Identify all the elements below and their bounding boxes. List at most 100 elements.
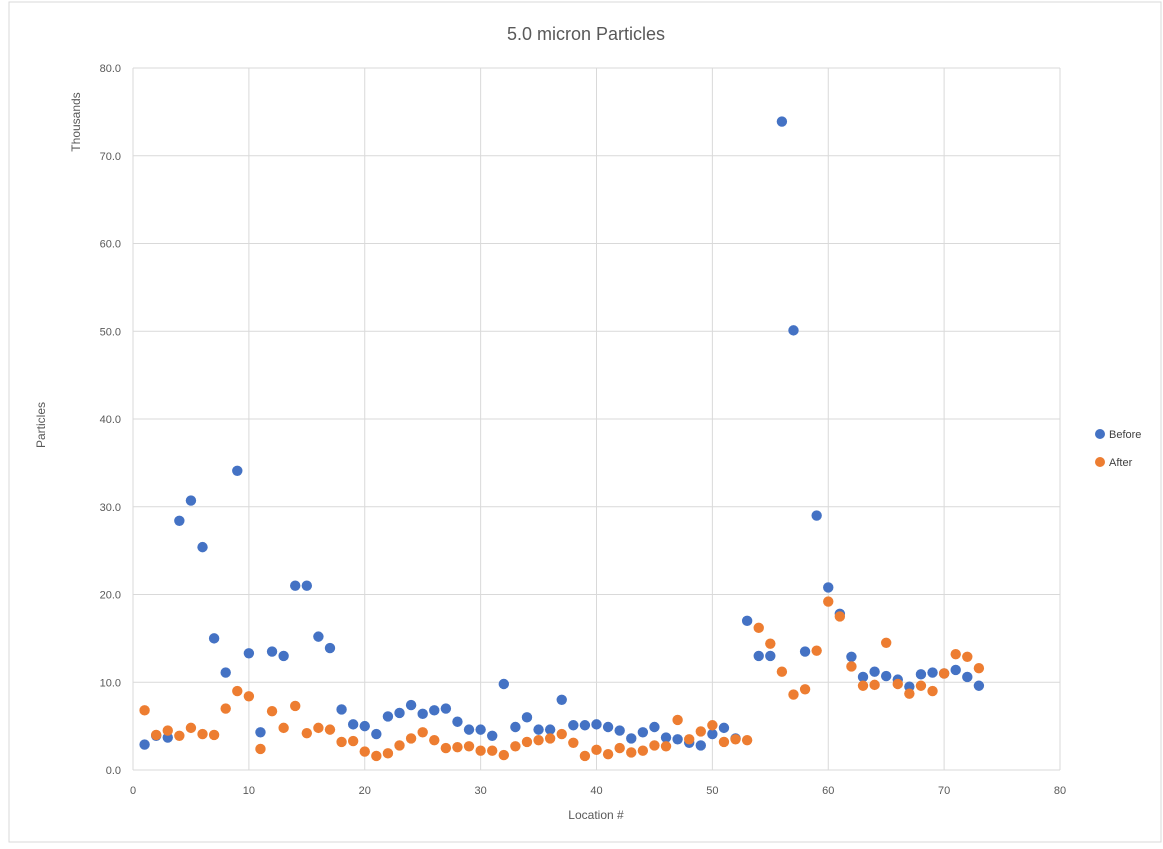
point-before xyxy=(579,720,591,731)
point-before xyxy=(521,712,533,723)
point-after xyxy=(788,689,799,700)
point-before xyxy=(359,720,370,732)
x-tick-label: 20 xyxy=(359,785,371,797)
x-tick-label: 30 xyxy=(475,785,487,797)
point-before xyxy=(591,719,602,730)
point-after xyxy=(452,741,463,753)
point-before xyxy=(672,734,683,745)
point-after xyxy=(823,596,834,607)
point-after xyxy=(533,734,544,746)
point-after xyxy=(962,651,973,663)
point-before xyxy=(753,650,764,662)
point-after xyxy=(626,747,637,758)
point-before xyxy=(973,680,985,691)
point-before xyxy=(927,667,938,678)
point-after xyxy=(174,730,185,741)
point-before xyxy=(452,716,463,727)
point-after xyxy=(707,720,718,731)
point-before xyxy=(741,615,753,627)
point-before xyxy=(614,725,625,736)
point-before xyxy=(208,633,220,644)
point-after xyxy=(429,734,440,746)
point-after xyxy=(382,748,394,759)
point-before xyxy=(649,721,660,733)
point-after xyxy=(208,729,220,741)
point-after xyxy=(672,714,683,726)
point-before xyxy=(174,515,185,526)
point-after xyxy=(799,684,811,695)
point-after xyxy=(475,745,486,756)
x-tick-label: 0 xyxy=(130,785,136,797)
x-tick-label: 40 xyxy=(590,785,602,797)
y-tick-label: 50.0 xyxy=(100,326,121,338)
point-before xyxy=(487,730,498,741)
point-after xyxy=(371,750,382,762)
point-after xyxy=(510,741,521,752)
legend: Before After xyxy=(1095,429,1141,469)
point-after xyxy=(776,666,788,677)
point-after xyxy=(197,728,208,740)
point-before xyxy=(880,670,892,682)
point-before xyxy=(626,733,637,744)
y-display-units-label: Thousands xyxy=(69,92,83,151)
point-before xyxy=(823,582,834,593)
point-before xyxy=(429,705,440,716)
point-before xyxy=(394,707,405,719)
point-before xyxy=(475,724,486,735)
point-after xyxy=(162,725,173,736)
point-after xyxy=(695,726,706,737)
point-after xyxy=(857,680,869,691)
point-before xyxy=(405,699,417,711)
grid-layer xyxy=(132,67,1061,771)
point-before xyxy=(243,648,255,659)
point-after xyxy=(521,736,533,748)
point-before xyxy=(278,650,289,662)
point-before xyxy=(915,669,927,680)
legend-label-after: After xyxy=(1109,457,1133,469)
point-before xyxy=(846,651,857,663)
point-after xyxy=(232,685,243,697)
point-before xyxy=(371,728,382,740)
point-after xyxy=(487,745,498,756)
chart-border xyxy=(8,1,1162,843)
x-tick-label: 80 xyxy=(1054,785,1066,797)
point-before xyxy=(962,671,973,683)
y-axis-title: Particles xyxy=(34,402,48,448)
point-after xyxy=(324,724,336,735)
point-after xyxy=(498,749,509,761)
chart-title: 5.0 micron Particles xyxy=(507,24,665,44)
point-after xyxy=(591,744,602,756)
point-after xyxy=(927,685,938,697)
x-tick-label: 70 xyxy=(938,785,950,797)
point-after xyxy=(904,688,915,699)
point-before xyxy=(498,678,509,690)
point-after xyxy=(614,742,625,754)
point-after xyxy=(556,728,567,740)
point-after xyxy=(394,740,405,751)
point-before xyxy=(568,720,579,731)
point-before xyxy=(139,739,150,750)
point-after xyxy=(846,661,857,672)
point-after xyxy=(139,705,150,716)
point-before xyxy=(417,708,428,720)
point-before xyxy=(382,711,394,722)
point-before xyxy=(255,727,266,738)
point-after xyxy=(718,736,730,748)
point-after xyxy=(301,727,313,739)
x-axis-title: Location # xyxy=(568,808,624,822)
point-after xyxy=(869,679,880,691)
point-before xyxy=(718,722,730,734)
point-before xyxy=(266,646,278,657)
point-before xyxy=(950,664,961,676)
point-after xyxy=(347,735,359,747)
point-before xyxy=(788,325,799,336)
y-tick-label: 80.0 xyxy=(100,63,121,75)
point-before xyxy=(695,740,706,751)
point-before xyxy=(637,727,649,738)
point-before xyxy=(463,724,475,735)
point-before xyxy=(290,580,301,591)
point-after xyxy=(417,727,428,738)
point-before xyxy=(510,721,521,733)
point-after xyxy=(602,749,614,760)
point-before xyxy=(185,495,197,506)
